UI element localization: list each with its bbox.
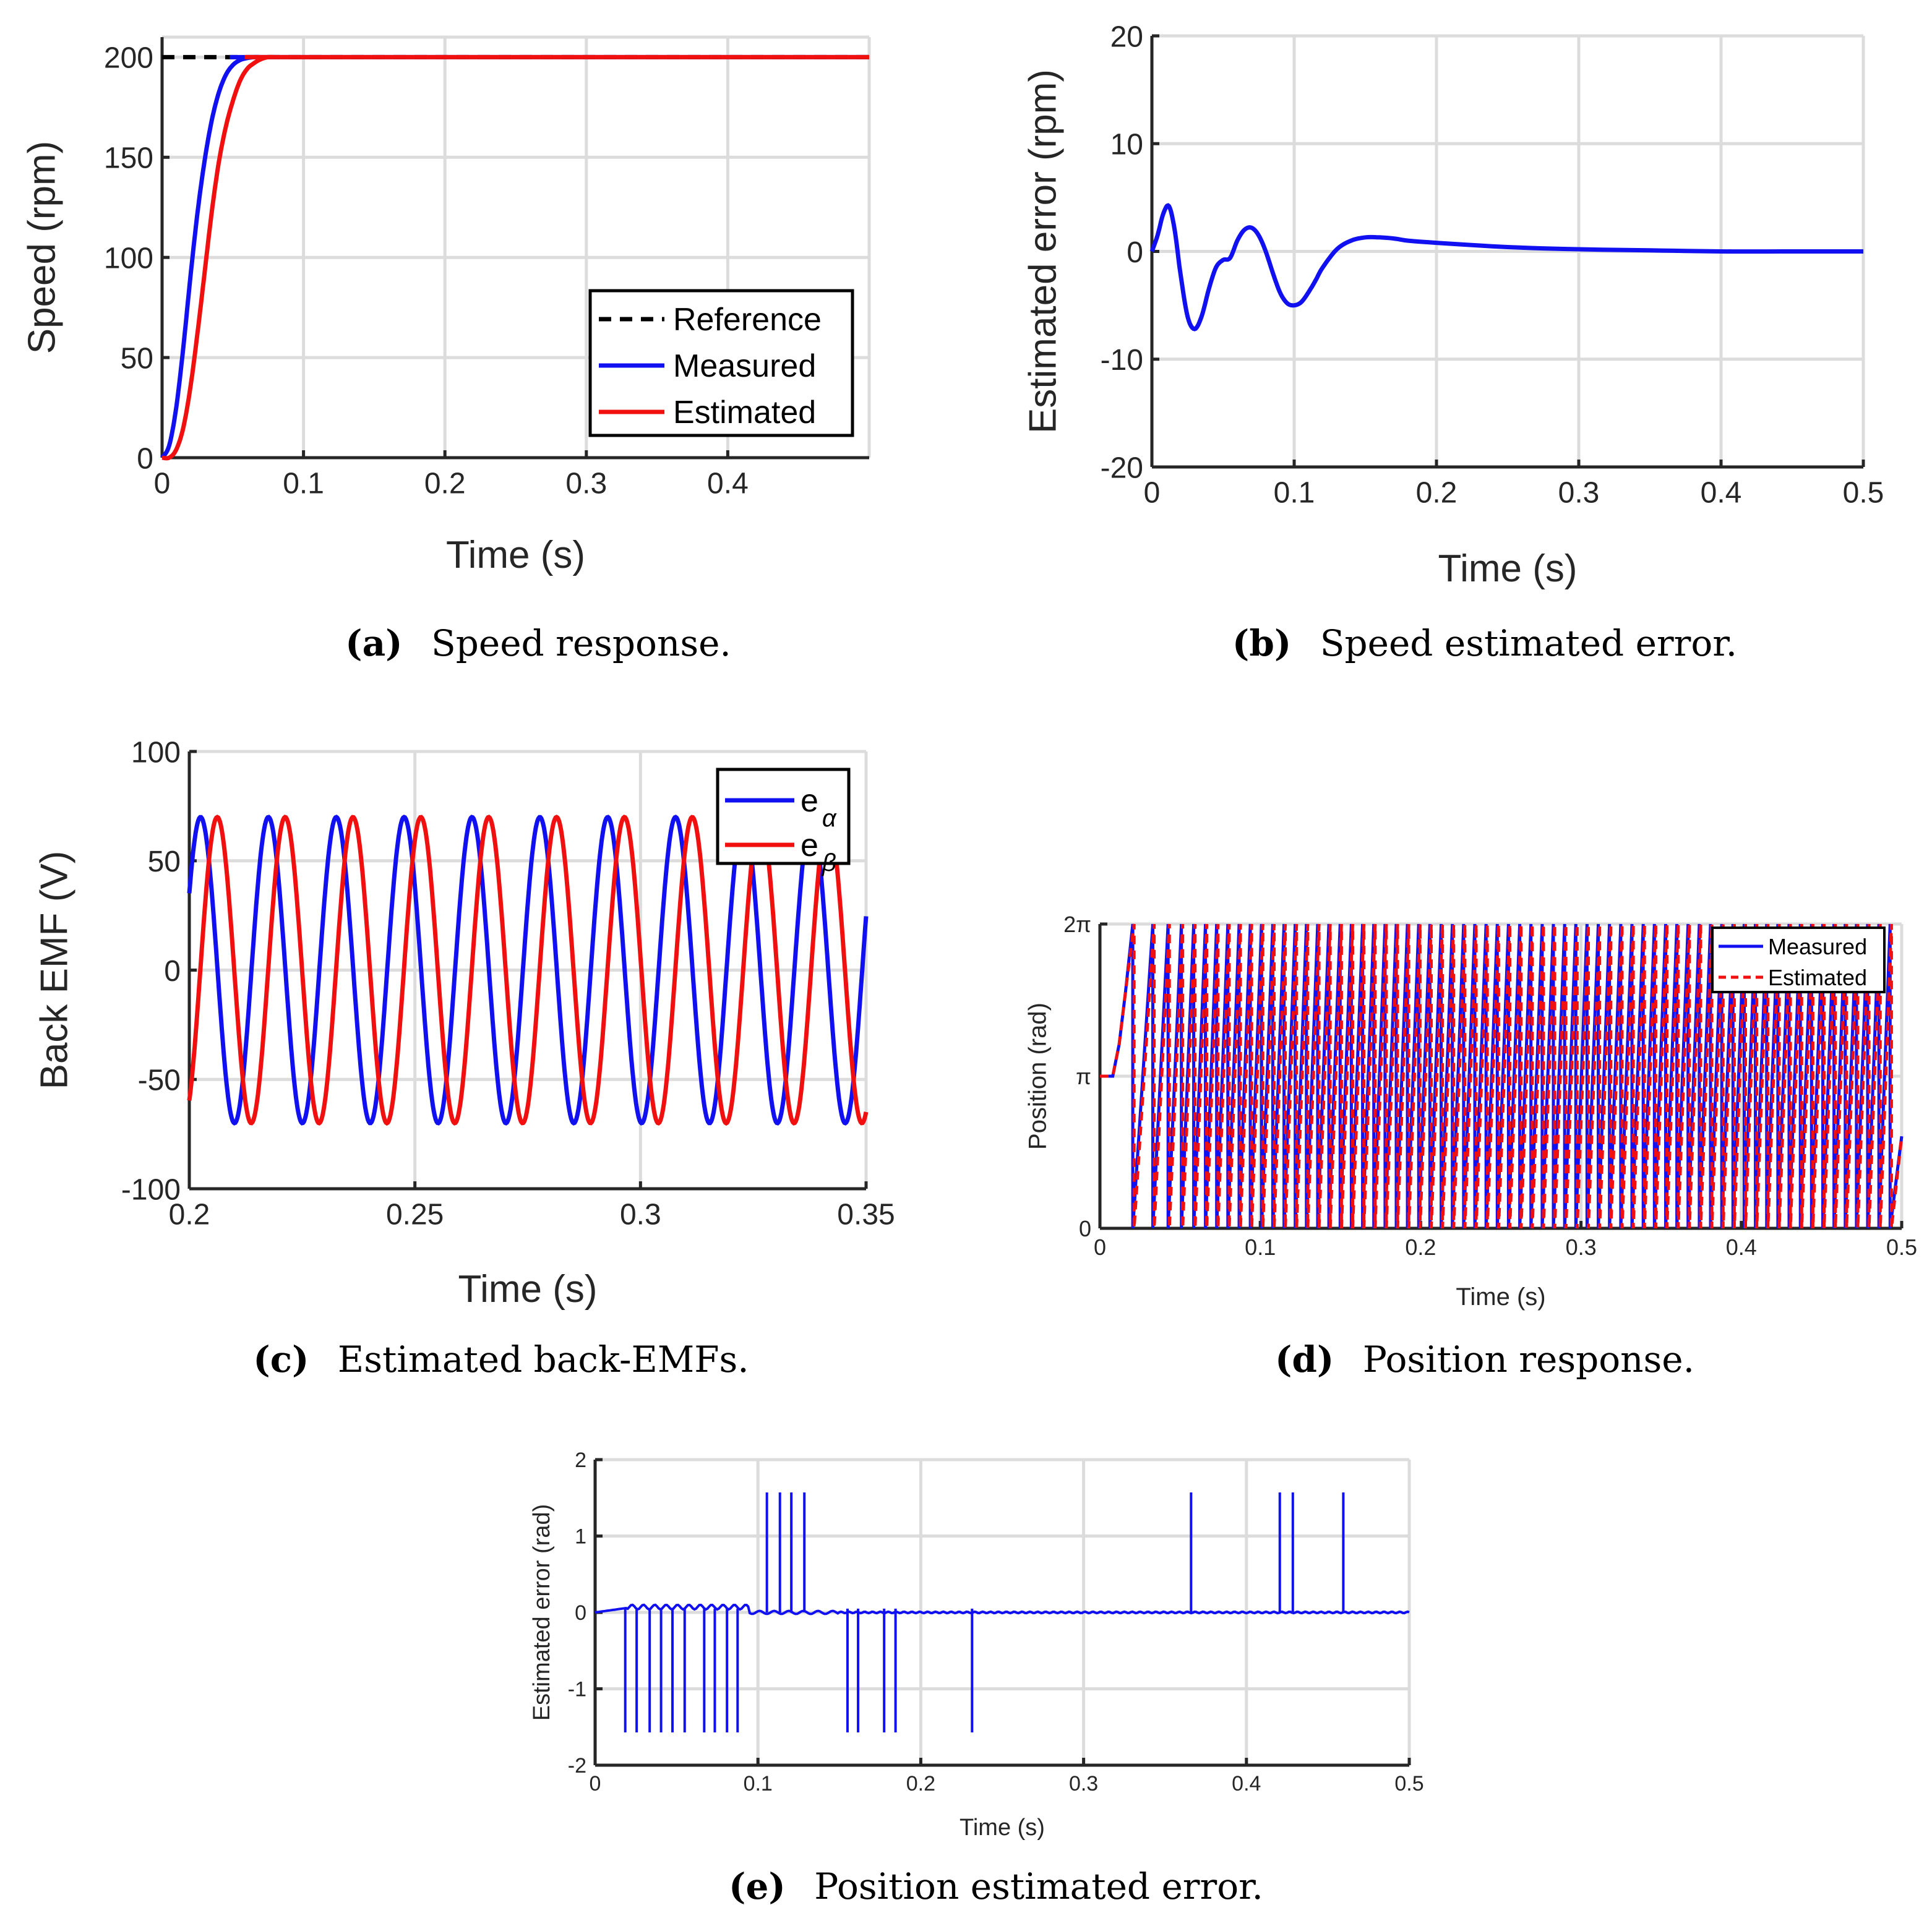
legend-a: Reference Measured Estimated	[588, 289, 854, 437]
x-tick-label: 0.5	[1843, 477, 1884, 510]
legend-label: Measured	[673, 348, 816, 384]
y-tick-label: -10	[1101, 344, 1143, 377]
x-tick-label: 0	[154, 468, 171, 500]
caption-a: (a) Speed response.	[345, 622, 731, 664]
x-tick-label: 0.2	[424, 468, 466, 500]
x-axis-label: Time (s)	[1438, 547, 1578, 590]
chart-d-position: 0 0.1 0.2 0.3 0.4 0.5 0 π 2π Time (s) Position (ra…	[1024, 912, 1917, 1311]
y-tick-label: 0	[164, 955, 181, 988]
y-tick-label: 0	[575, 1601, 586, 1625]
series-position-error	[595, 1603, 1410, 1616]
y-axis-label: Estimated error (rad)	[529, 1504, 555, 1721]
x-tick-label: 0.1	[283, 468, 324, 500]
y-tick-label: 0	[137, 442, 153, 475]
y-tick-label: -2	[568, 1754, 586, 1778]
x-tick-label: 0.2	[169, 1199, 210, 1231]
y-tick-label: 0	[1079, 1216, 1091, 1241]
x-tick-label: 0.1	[744, 1772, 773, 1795]
x-tick-label: 0.4	[707, 468, 749, 500]
series-e-alpha	[187, 815, 869, 1126]
chart-c-back-emf: 0.2 0.25 0.3 0.35 -100 -50 0 50 100 Time (s) Back …	[33, 736, 895, 1311]
y-tick-label: -50	[138, 1064, 181, 1097]
y-tick-label: 0	[1127, 236, 1143, 269]
x-tick-label: 0	[1094, 1235, 1106, 1260]
series-estimated	[1100, 923, 1904, 1229]
caption-e-letter: (e)	[729, 1865, 786, 1907]
x-tick-label: 0.3	[1069, 1772, 1098, 1795]
x-axis-label: Time (s)	[960, 1815, 1045, 1841]
y-axis-label: Back EMF (V)	[33, 851, 75, 1090]
y-tick-label: 50	[148, 845, 181, 878]
caption-b-text: Speed estimated error.	[1320, 622, 1737, 664]
y-tick-label: π	[1076, 1064, 1091, 1089]
x-tick-label: 0.3	[1566, 1235, 1597, 1260]
legend-label: Estimated	[1768, 965, 1867, 990]
y-tick-label: 20	[1110, 20, 1143, 53]
y-axis-label: Speed (rpm)	[20, 141, 63, 354]
y-tick-label: 100	[131, 736, 181, 769]
x-tick-label: 0.2	[906, 1772, 935, 1795]
y-tick-label: -1	[568, 1678, 586, 1701]
x-tick-label: 0.4	[1726, 1235, 1757, 1260]
y-tick-label: -100	[121, 1173, 181, 1206]
x-axis-label: Time (s)	[458, 1268, 598, 1311]
y-axis-label: Position (rad)	[1024, 1003, 1052, 1150]
series-speed-error	[1149, 203, 1863, 332]
y-tick-label: 200	[104, 42, 153, 75]
y-tick-label: 10	[1110, 129, 1143, 161]
x-tick-label: 0.5	[1394, 1772, 1423, 1795]
y-tick-label: 100	[104, 242, 153, 275]
x-tick-label: 0	[590, 1772, 601, 1795]
legend-label: Estimated	[673, 395, 816, 430]
caption-c: (c) Estimated back-EMFs.	[253, 1338, 749, 1380]
x-tick-label: 0.35	[837, 1199, 895, 1231]
x-tick-label: 0.4	[1232, 1772, 1261, 1795]
caption-b: (b) Speed estimated error.	[1232, 622, 1737, 664]
chart-b-speed-error: 0 0.1 0.2 0.3 0.4 0.5 -20 -10 0 10 20 Time (s) Estim…	[1021, 20, 1884, 590]
y-tick-label: 50	[121, 342, 153, 375]
series-estimated	[161, 54, 869, 461]
x-tick-label: 0.1	[1274, 477, 1315, 510]
caption-d: (d) Position response.	[1275, 1338, 1694, 1380]
chart-a-speed-response: 0 0.1 0.2 0.3 0.4 0 50 100 150 200 Time (s) Speed (…	[20, 35, 871, 576]
x-tick-label: 0.3	[1558, 477, 1600, 510]
y-tick-label: 2	[575, 1449, 586, 1472]
caption-d-text: Position response.	[1363, 1338, 1694, 1380]
x-tick-label: 0.4	[1701, 477, 1742, 510]
y-tick-label: 2π	[1063, 912, 1091, 937]
x-axis-label: Time (s)	[446, 534, 585, 576]
caption-a-text: Speed response.	[431, 622, 731, 664]
x-tick-label: 0.1	[1245, 1235, 1276, 1260]
x-axis-label: Time (s)	[1456, 1283, 1545, 1311]
x-tick-label: 0.5	[1886, 1235, 1917, 1260]
caption-d-letter: (d)	[1275, 1338, 1334, 1380]
x-tick-label: 0.3	[565, 468, 607, 500]
y-axis-label: Estimated error (rpm)	[1021, 69, 1064, 434]
legend-d: Measured Estimated	[1711, 927, 1886, 993]
chart-e-position-error: 0 0.1 0.2 0.3 0.4 0.5 -2 -1 0 1 2 Time (s) Estimated…	[529, 1449, 1424, 1841]
y-tick-label: 150	[104, 142, 153, 175]
x-tick-label: 0.3	[620, 1199, 661, 1231]
x-tick-label: 0.2	[1405, 1235, 1436, 1260]
legend-label: Measured	[1768, 934, 1867, 959]
x-tick-label: 0.25	[386, 1199, 444, 1231]
legend-box	[716, 768, 851, 865]
legend-c: e αe β	[716, 768, 851, 876]
y-tick-label: -20	[1101, 452, 1143, 484]
caption-e-text: Position estimated error.	[814, 1865, 1263, 1907]
y-tick-label: 1	[575, 1525, 586, 1549]
x-tick-label: 0.2	[1416, 477, 1458, 510]
caption-c-letter: (c)	[253, 1338, 309, 1380]
legend-box	[1711, 927, 1886, 993]
caption-e: (e) Position estimated error.	[729, 1865, 1263, 1907]
legend-label: Reference	[673, 302, 822, 338]
caption-a-letter: (a)	[345, 622, 402, 664]
x-tick-label: 0	[1144, 477, 1161, 510]
caption-b-letter: (b)	[1232, 622, 1291, 664]
caption-c-text: Estimated back-EMFs.	[338, 1338, 749, 1380]
